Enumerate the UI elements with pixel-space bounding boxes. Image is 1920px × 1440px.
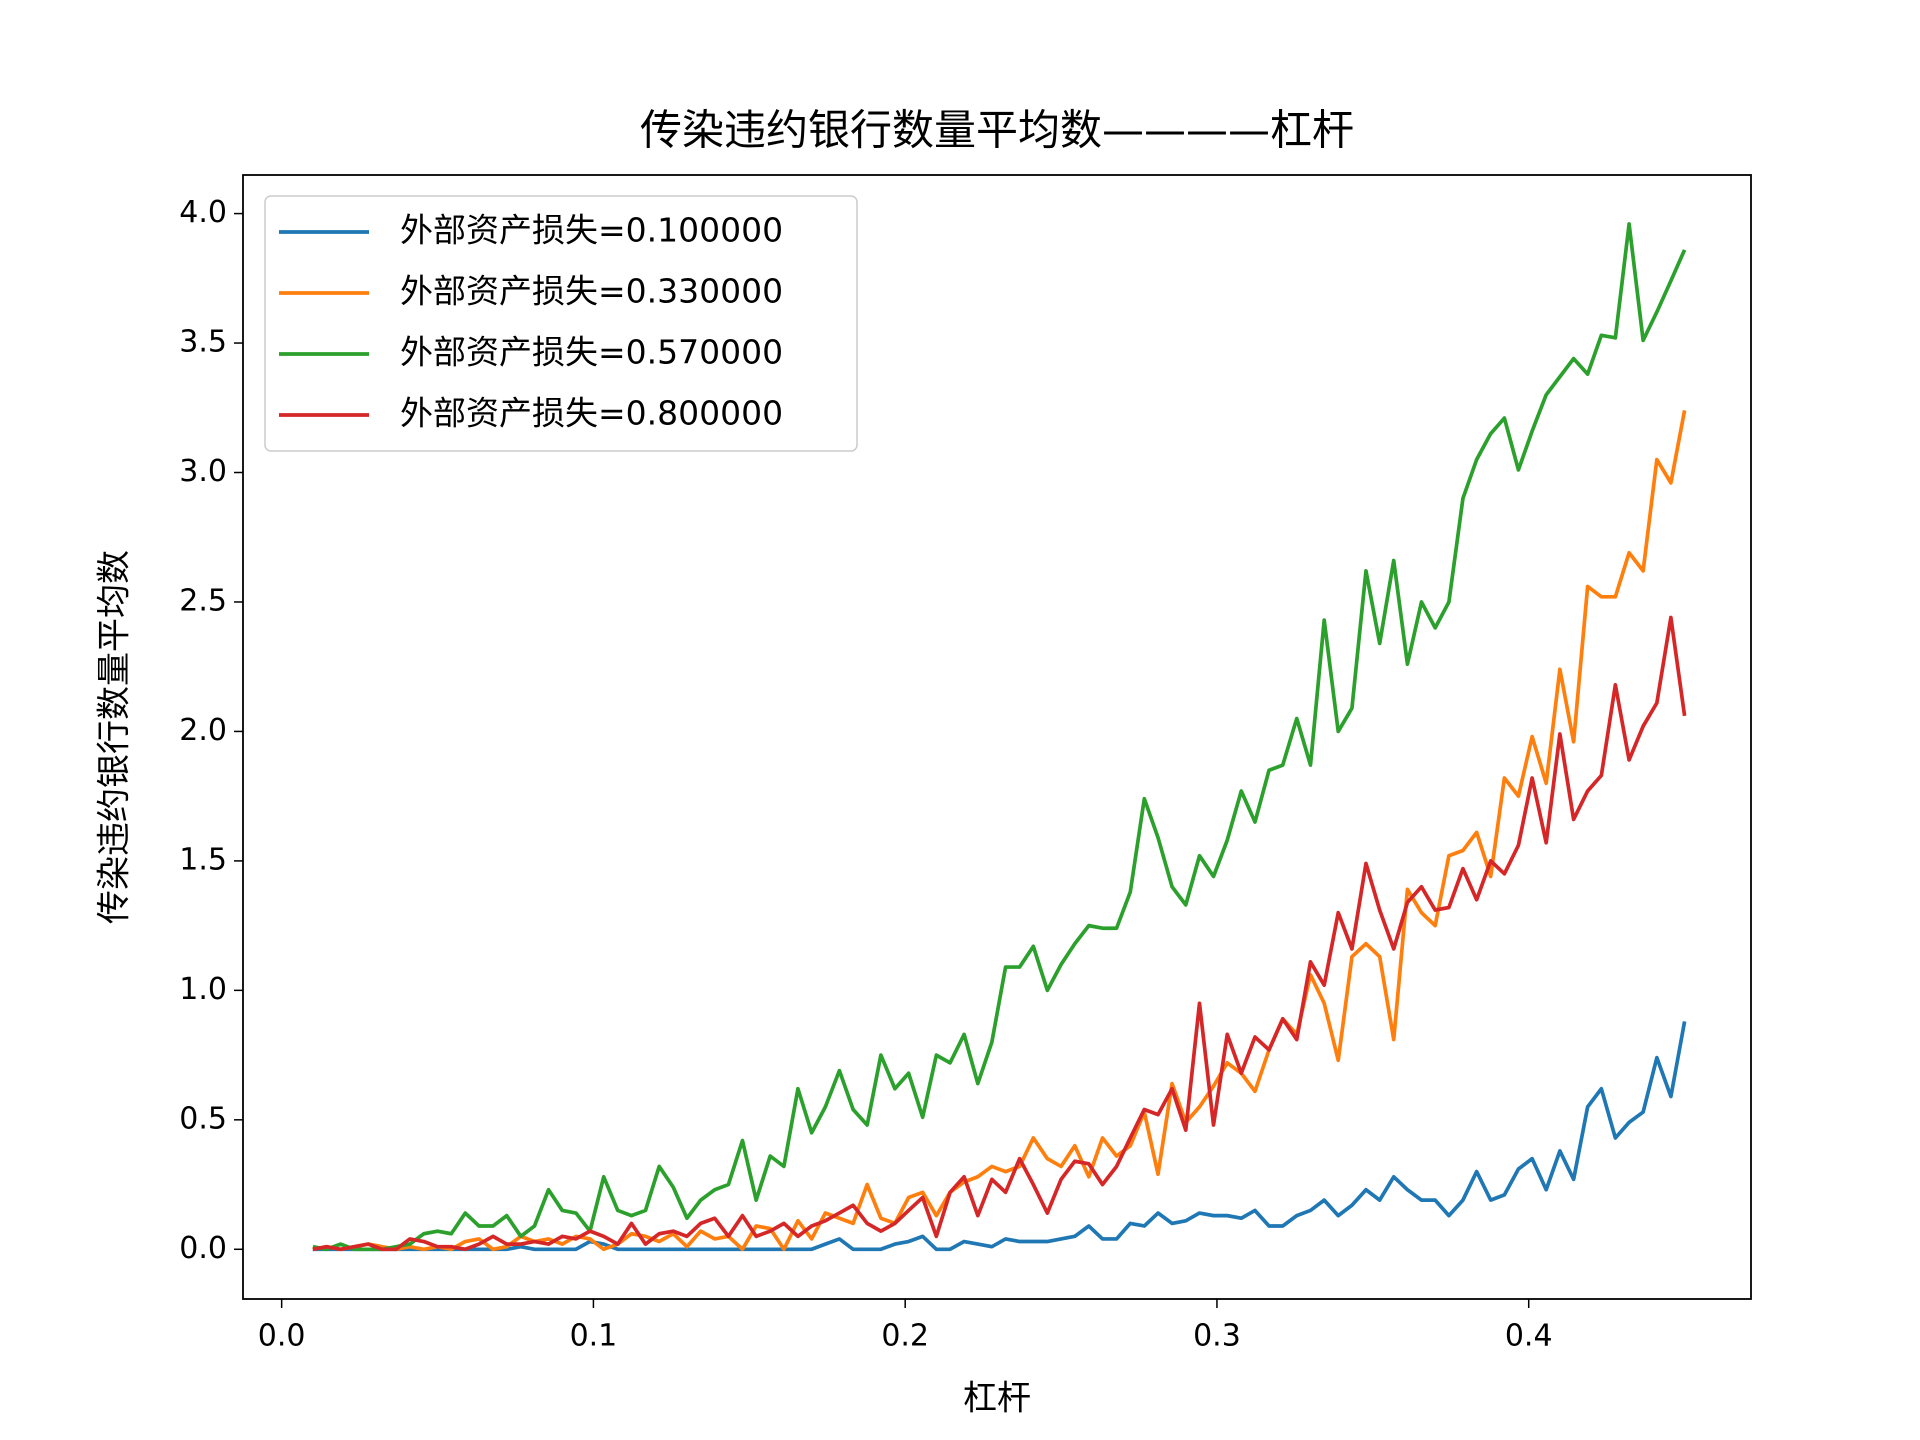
x-tick-label: 0.1 xyxy=(570,1319,618,1354)
y-tick-label: 0.5 xyxy=(179,1101,227,1136)
line-series xyxy=(312,222,1687,1252)
line-series xyxy=(312,410,1687,1252)
legend-box xyxy=(264,195,858,452)
chart-title: 传染违约银行数量平均数————杠杆 xyxy=(640,106,1354,155)
legend-label: 外部资产损失=0.800000 xyxy=(400,394,783,433)
y-tick-label: 2.5 xyxy=(179,583,227,618)
x-tick-label: 0.3 xyxy=(1193,1319,1241,1354)
x-tick-label: 0.4 xyxy=(1505,1319,1553,1354)
x-axis-label: 杠杆 xyxy=(963,1379,1031,1419)
line-series xyxy=(312,615,1687,1252)
y-tick-label: 0.0 xyxy=(179,1231,227,1266)
y-axis-label: 传染违约银行数量平均数 xyxy=(95,550,135,924)
y-tick-label: 3.0 xyxy=(179,454,227,489)
x-tick-label: 0.2 xyxy=(881,1319,929,1354)
y-tick-label: 3.5 xyxy=(179,325,227,360)
x-tick-label: 0.0 xyxy=(258,1319,306,1354)
legend-label: 外部资产损失=0.100000 xyxy=(400,211,783,250)
y-tick-label: 1.0 xyxy=(179,972,227,1007)
legend-label: 外部资产损失=0.330000 xyxy=(400,272,783,311)
plot-frame xyxy=(242,174,1752,1300)
legend-label: 外部资产损失=0.570000 xyxy=(400,333,783,372)
line-series xyxy=(312,1021,1687,1252)
y-tick-label: 1.5 xyxy=(179,842,227,877)
y-tick-label: 2.0 xyxy=(179,713,227,748)
y-tick-label: 4.0 xyxy=(179,195,227,230)
